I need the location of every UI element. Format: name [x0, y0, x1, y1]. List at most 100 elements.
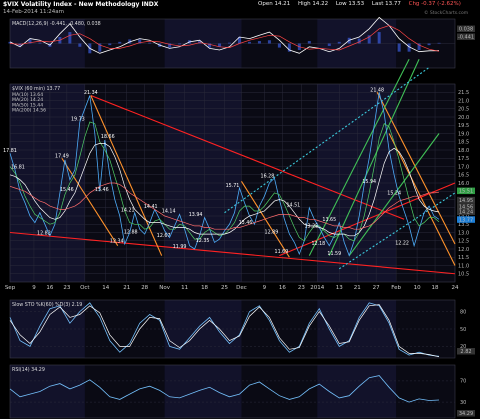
macd-histogram-bar: [367, 35, 371, 44]
x-axis-label: 16: [279, 285, 286, 291]
stoch-last-value-label: 2.82: [460, 349, 471, 355]
price-y-tick-label: 18.0: [458, 148, 469, 154]
x-axis-label: Oct: [80, 285, 90, 291]
price-annotation-label: 14.51: [286, 203, 300, 209]
price-annotation-label: 15.71: [226, 183, 240, 189]
rsi-panel-border: [9, 364, 456, 419]
trendline-green: [348, 133, 440, 256]
x-axis-label: Dec: [236, 285, 247, 291]
macd-histogram-bar: [228, 42, 232, 44]
trendline-red: [9, 231, 456, 275]
rsi-y-tick-label: 70: [460, 379, 466, 385]
price-last-value-tag: [457, 196, 475, 204]
x-axis-label: Feb: [391, 285, 401, 291]
macd-histogram-bar: [118, 41, 122, 44]
price-y-tick-label: 16.5: [458, 173, 469, 179]
trendline-orange: [61, 157, 119, 246]
x-axis-label: 9: [263, 285, 267, 291]
macd-histogram-bar: [168, 43, 172, 48]
x-axis-label: 14: [102, 285, 109, 291]
macd-histogram-bar: [377, 32, 381, 44]
trendline-cyan: [338, 192, 456, 270]
stoch-y-tick-label: 80: [460, 309, 466, 315]
trendline-orange: [376, 91, 456, 245]
x-axis-label: 28: [141, 285, 148, 291]
price-annotation-label: 14.41: [144, 204, 158, 210]
price-series-ma-50-: [9, 182, 440, 230]
macd-histogram-bar: [337, 41, 341, 44]
price-last-value-tag: [457, 216, 475, 223]
macd-histogram-bar: [128, 39, 132, 44]
price-y-tick-label: 16.0: [458, 181, 469, 187]
rsi-panel-month-band: [10, 365, 85, 418]
x-axis-label: 24: [452, 285, 459, 291]
macd-histogram-bar: [178, 43, 182, 45]
price-y-tick-label: 13.5: [458, 222, 469, 228]
macd-histogram-bar: [357, 38, 361, 44]
trendline-red: [90, 95, 405, 220]
price-last-value-label: 14.24: [459, 210, 473, 216]
price-y-tick-label: 19.5: [458, 123, 469, 129]
price-legend-entry: MA(50) 15.44: [12, 102, 43, 108]
macd-last-value-label: 0.038: [459, 27, 473, 33]
x-axis-label: 10: [414, 285, 421, 291]
macd-histogram-bar: [397, 43, 401, 52]
trendline-cyan: [224, 67, 430, 214]
macd-histogram-bar: [208, 43, 212, 48]
stoch-y-tick-label: 50: [460, 327, 466, 333]
change-value: Chg -0.37 (-2.62%): [408, 1, 461, 7]
macd-histogram-bar: [38, 42, 42, 44]
price-y-tick-label: 21.0: [458, 98, 469, 104]
price-annotation-label: 15.24: [387, 191, 401, 197]
x-axis-label: 18: [201, 285, 208, 291]
rsi-y-tick-label: 30: [460, 400, 466, 406]
macd-histogram-bar: [307, 41, 311, 44]
trendline-green: [328, 59, 420, 256]
price-y-tick-label: 12.0: [458, 247, 469, 253]
rsi-panel-month-band: [317, 365, 397, 418]
macd-histogram-bar: [437, 42, 441, 44]
x-axis-label: 21: [354, 285, 361, 291]
price-legend-entry: MA(20) 14.24: [12, 97, 43, 103]
price-annotation-label: 12.67: [157, 233, 171, 239]
price-series-ma-20-: [9, 143, 440, 237]
price-annotation-label: 14.21: [121, 208, 135, 214]
macd-histogram-bar: [427, 43, 431, 46]
price-annotation-label: 11.99: [173, 244, 187, 250]
macd-histogram-bar: [417, 43, 421, 51]
price-series--vix: [9, 92, 440, 257]
price-y-tick-label: 10.5: [458, 272, 469, 278]
macd-histogram-bar: [18, 43, 22, 46]
x-axis-label: 2014: [310, 285, 324, 291]
price-y-tick-label: 18.5: [458, 140, 469, 146]
macd-last-value-tag: [457, 33, 475, 40]
price-title: $VIX (60 min) 13.77: [12, 86, 60, 92]
price-annotation-label: 13.25: [304, 223, 318, 229]
x-axis-label: 27: [373, 285, 380, 291]
macd-histogram-bar: [28, 39, 32, 44]
x-axis-label: 25: [221, 285, 228, 291]
price-last-value-label: 14.95: [459, 198, 473, 204]
stoch-series--k: [9, 302, 440, 357]
price-annotation-label: 19.73: [71, 116, 85, 122]
quote-summary: Open 14.21 High 14.22 Low 13.53 Last 13.…: [258, 1, 467, 7]
price-annotation-label: 15.94: [362, 179, 376, 185]
price-annotation-label: 12.18: [311, 241, 325, 247]
price-y-tick-label: 12.5: [458, 239, 469, 245]
trendline-orange: [90, 95, 163, 256]
chart-header: $VIX Volatility Index - New Methodology …: [0, 0, 480, 18]
low-value: Low 13.53: [335, 1, 365, 7]
price-annotation-label: 16.81: [11, 165, 25, 171]
price-y-tick-label: 19.0: [458, 131, 469, 137]
price-y-tick-label: 20.5: [458, 107, 469, 113]
price-annotation-label: 12.88: [124, 229, 138, 235]
x-axis-label: Nov: [159, 285, 170, 291]
price-annotation-label: 17.81: [3, 148, 17, 154]
symbol-title: $VIX Volatility Index - New Methodology …: [3, 1, 159, 8]
price-annotation-label: 15.46: [95, 187, 109, 193]
price-y-tick-label: 17.5: [458, 156, 469, 162]
macd-series-macd: [9, 16, 440, 54]
macd-histogram-bar: [257, 41, 261, 44]
price-last-value-label: 14.56: [459, 204, 473, 210]
